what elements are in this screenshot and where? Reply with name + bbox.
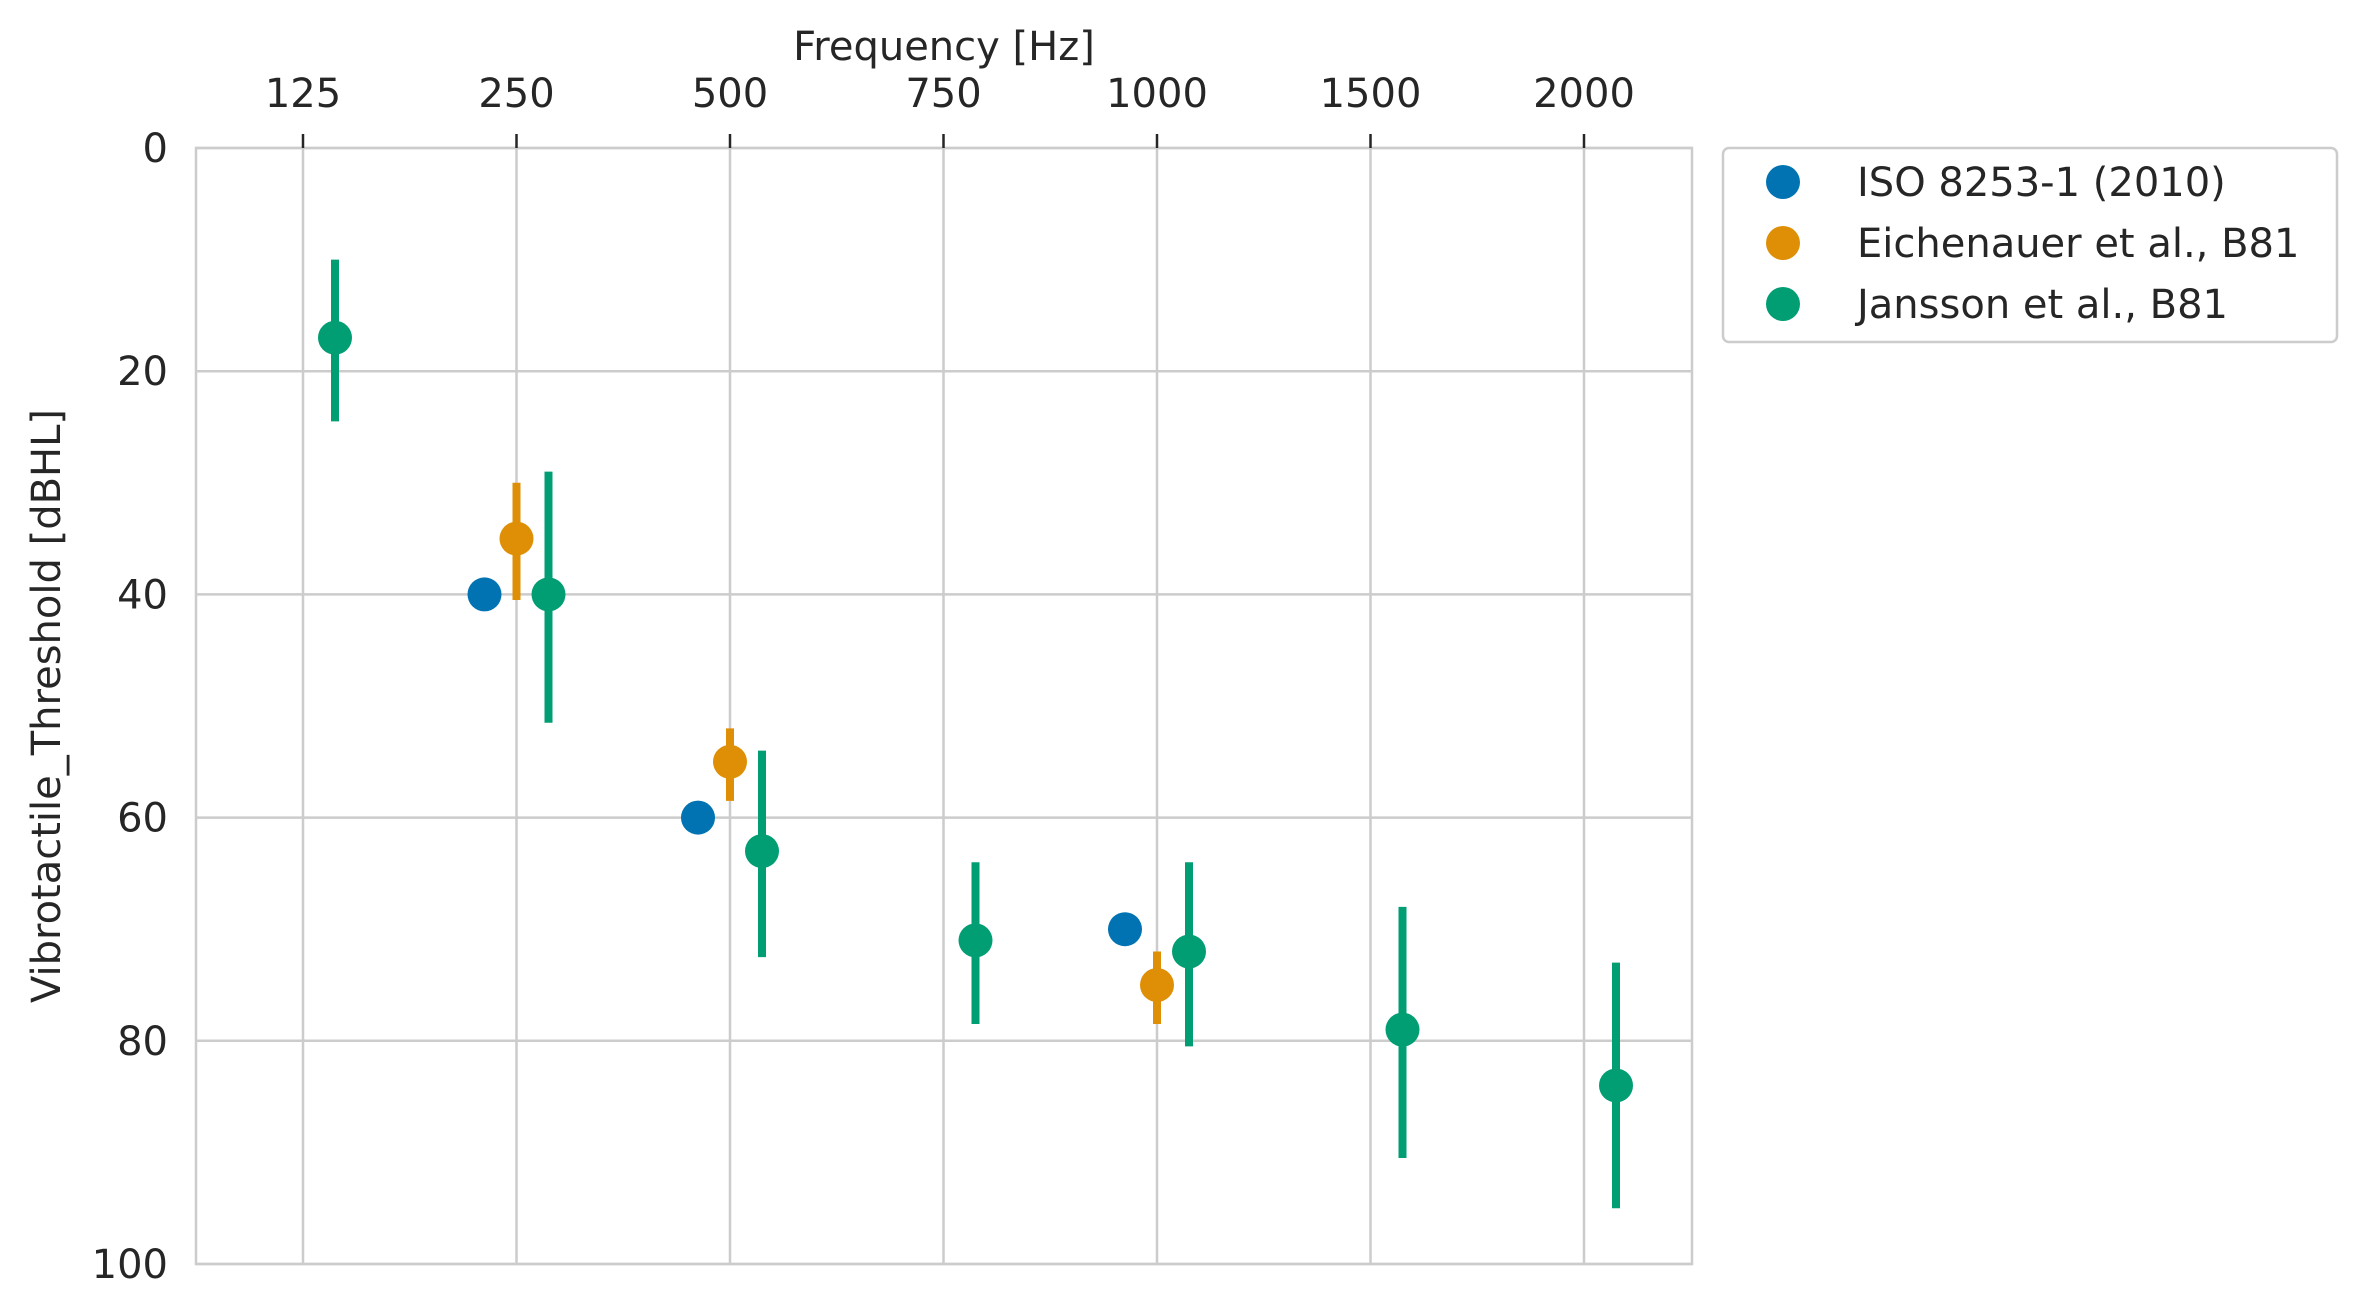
y-axis-ticks: 0 20 40 60 80 100 — [92, 126, 168, 1288]
x-tick-label: 2000 — [1533, 71, 1635, 117]
x-tick-label: 250 — [478, 71, 554, 117]
y-tick-label: 60 — [117, 796, 168, 842]
legend-marker — [1766, 287, 1800, 321]
y-tick-label: 40 — [117, 572, 168, 618]
y-axis-label: Vibrotactile_Threshold [dBHL] — [24, 409, 70, 1003]
data-point — [958, 923, 993, 958]
data-marks — [318, 259, 1633, 1209]
data-point — [1108, 912, 1142, 947]
grid — [196, 146, 1692, 1266]
data-point — [681, 800, 715, 835]
legend-label: ISO 8253-1 (2010) — [1857, 160, 2226, 206]
data-point — [745, 834, 779, 869]
data-point — [467, 577, 502, 612]
data-point — [1172, 934, 1206, 969]
data-point — [531, 577, 566, 612]
x-tick-label: 750 — [905, 71, 981, 117]
x-tick-label: 500 — [692, 71, 768, 117]
x-tick-label: 1500 — [1320, 71, 1422, 117]
data-point — [1140, 968, 1174, 1002]
legend-marker — [1766, 165, 1800, 199]
x-tick-label: 125 — [265, 71, 341, 117]
data-point — [1385, 1012, 1420, 1047]
legend-label: Eichenauer et al., B81 — [1857, 221, 2299, 267]
y-tick-label: 80 — [117, 1019, 168, 1065]
x-axis-label: Frequency [Hz] — [793, 24, 1095, 70]
y-tick-label: 20 — [117, 349, 168, 395]
data-point — [1599, 1068, 1633, 1103]
legend-marker — [1766, 226, 1800, 260]
x-axis-ticks: 125 250 500 750 1000 1500 2000 — [265, 71, 1635, 148]
data-point — [318, 320, 352, 355]
legend: ISO 8253-1 (2010) Eichenauer et al., B81 J… — [1721, 146, 2339, 344]
y-tick-label: 100 — [92, 1242, 168, 1288]
legend-label: Jansson et al., B81 — [1854, 282, 2228, 328]
x-tick-label: 1000 — [1106, 71, 1208, 117]
legend-frame — [1721, 146, 2339, 344]
data-point — [499, 521, 534, 556]
y-tick-label: 0 — [143, 126, 168, 172]
data-point — [713, 744, 747, 779]
